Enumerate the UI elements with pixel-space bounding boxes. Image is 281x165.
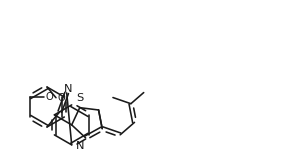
Text: O: O [58, 93, 66, 103]
Text: S: S [76, 93, 83, 103]
Text: N: N [76, 141, 85, 151]
Text: N: N [64, 84, 72, 94]
Text: O: O [46, 92, 53, 102]
